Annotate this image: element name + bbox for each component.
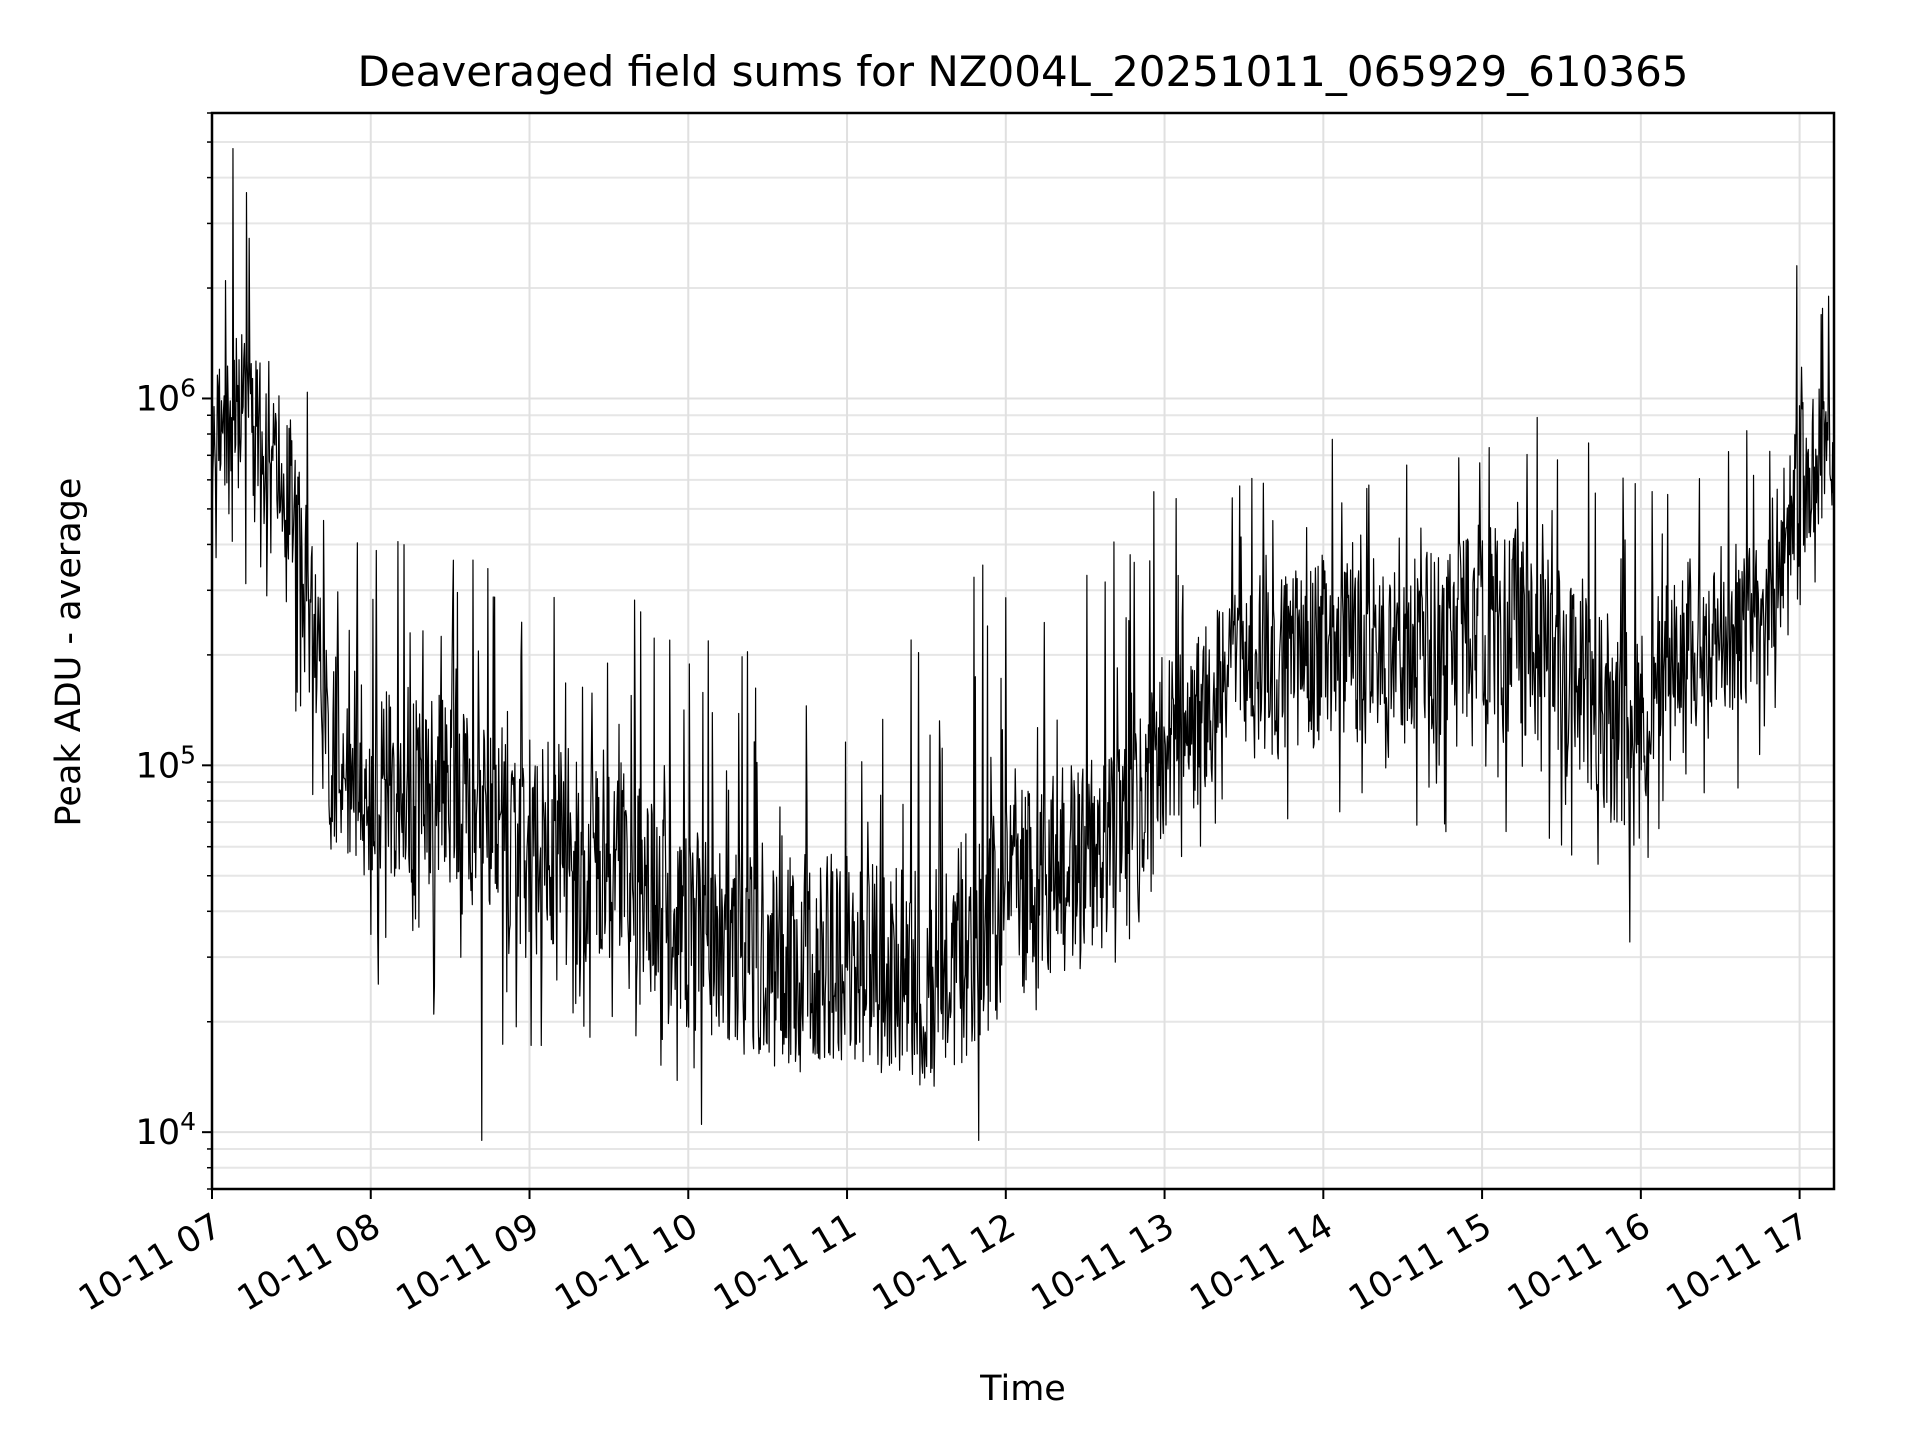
plot-frame — [210, 111, 1836, 1191]
y-tick-label: 105 — [136, 740, 196, 786]
x-axis-label: Time — [979, 1369, 1066, 1409]
series-group — [211, 147, 1835, 1141]
y-axis: 104 105 106 — [136, 112, 212, 1190]
chart-title: Deaveraged field sums for NZ004L_2025101… — [357, 47, 1688, 96]
series-line — [211, 147, 1835, 1141]
y-tick-label: 106 — [136, 373, 196, 419]
y-tick-label: 104 — [136, 1107, 196, 1153]
y-axis-label: Peak ADU - average — [49, 478, 89, 827]
